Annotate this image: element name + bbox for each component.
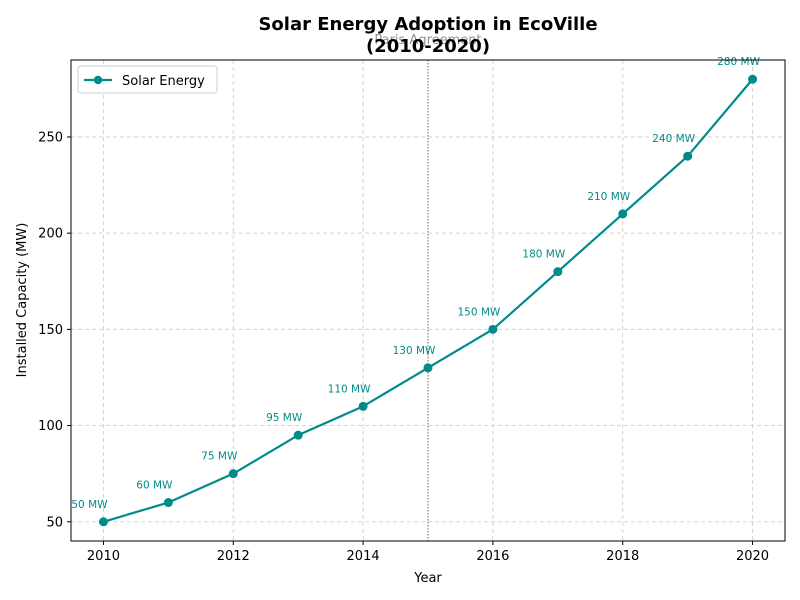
legend-box xyxy=(77,65,218,94)
chart-title-line-1: Solar Energy Adoption in EcoVille xyxy=(258,14,597,35)
x-tick-label: 2014 xyxy=(347,549,380,564)
x-tick-label: 2012 xyxy=(217,549,250,564)
x-axis-ticks: 2010 2012 2014 2016 2018 2020 xyxy=(87,541,769,564)
y-tick-label: 100 xyxy=(38,419,63,434)
data-label: 75 MW xyxy=(201,451,238,463)
series-layer xyxy=(98,74,758,527)
data-point xyxy=(553,267,563,277)
data-label: 240 MW xyxy=(652,133,695,145)
data-label: 60 MW xyxy=(136,480,173,492)
x-tick-label: 2010 xyxy=(87,549,120,564)
y-tick-label: 250 xyxy=(38,130,63,145)
data-point xyxy=(163,498,173,508)
data-point xyxy=(293,430,303,440)
data-label: 95 MW xyxy=(266,412,303,424)
data-point xyxy=(683,151,693,161)
data-label: 150 MW xyxy=(457,306,500,318)
chart-title-line-2: (2010-2020) xyxy=(366,36,490,57)
data-label: 180 MW xyxy=(522,249,565,261)
plot-frame xyxy=(70,59,786,542)
y-tick-label: 200 xyxy=(38,227,63,242)
data-label: 50 MW xyxy=(71,499,108,511)
y-tick-label: 50 xyxy=(46,515,63,530)
data-point xyxy=(228,469,238,479)
data-point xyxy=(618,209,628,219)
x-tick-label: 2018 xyxy=(606,549,639,564)
data-label: 110 MW xyxy=(328,383,371,395)
x-tick-label: 2020 xyxy=(736,549,769,564)
x-tick-label: 2016 xyxy=(476,549,509,564)
data-point xyxy=(488,324,498,334)
data-point xyxy=(358,401,368,411)
y-axis-label: Installed Capacity (MW) xyxy=(15,223,30,378)
y-tick-label: 150 xyxy=(38,323,63,338)
data-point xyxy=(98,517,108,527)
grid xyxy=(71,60,785,541)
legend-marker-sample xyxy=(93,75,103,85)
y-axis-ticks: 50 100 150 200 250 xyxy=(38,130,71,530)
annotations: Paris Agreement xyxy=(374,33,482,541)
data-labels: 50 MW 60 MW 75 MW 95 MW 110 MW 130 MW 150 MW 18… xyxy=(71,56,760,511)
legend-entry-solar-energy: Solar Energy xyxy=(122,74,205,89)
data-label: 280 MW xyxy=(717,56,760,68)
data-label: 130 MW xyxy=(393,345,436,357)
legend: Solar Energy xyxy=(77,65,218,94)
annotation-label: Paris Agreement xyxy=(374,33,481,48)
data-label: 210 MW xyxy=(587,191,630,203)
data-point xyxy=(423,363,433,373)
data-point xyxy=(748,74,758,84)
x-axis-label: Year xyxy=(413,571,442,586)
